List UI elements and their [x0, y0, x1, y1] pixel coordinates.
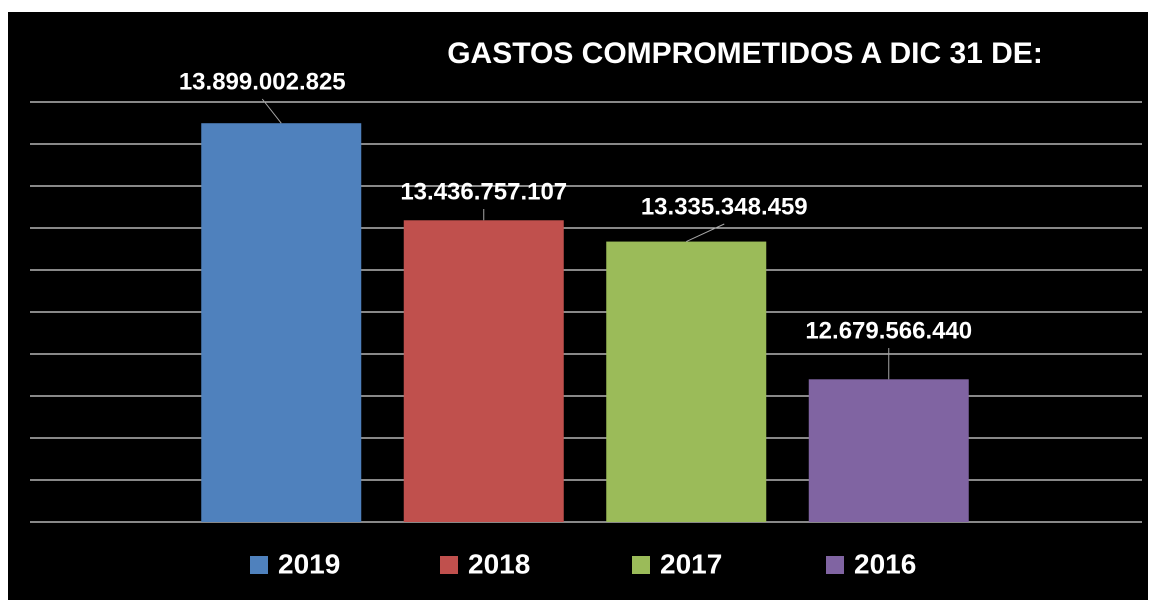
legend-swatch — [632, 556, 650, 574]
bar — [403, 220, 564, 522]
chart-title: GASTOS COMPROMETIDOS A DIC 31 DE: — [447, 37, 1043, 70]
legend-label: 2017 — [660, 548, 722, 579]
legend-label: 2018 — [468, 548, 530, 579]
bar — [606, 241, 767, 522]
legend-swatch — [826, 556, 844, 574]
bar — [808, 379, 969, 522]
bar — [201, 123, 362, 522]
data-label: 13.436.757.107 — [400, 178, 567, 205]
chart-background — [8, 12, 1148, 600]
legend-swatch — [250, 556, 268, 574]
data-label: 12.679.566.440 — [805, 317, 972, 344]
leader-line — [261, 98, 282, 124]
legend-swatch — [440, 556, 458, 574]
legend-label: 2016 — [854, 548, 916, 579]
data-label: 13.899.002.825 — [179, 68, 346, 95]
data-label: 13.335.348.459 — [641, 193, 808, 220]
legend-label: 2019 — [278, 548, 340, 579]
leader-line — [686, 223, 725, 243]
